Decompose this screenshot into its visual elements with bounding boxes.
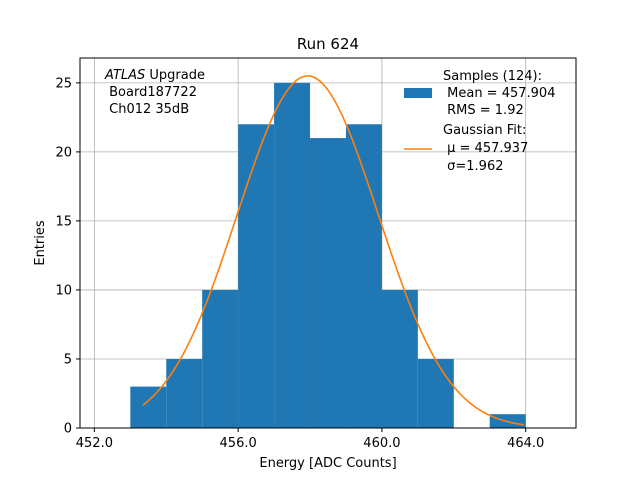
legend-fit-sigma: σ=1.962: [443, 159, 503, 174]
fit-curve: [142, 75, 524, 426]
chart-title: Run 624: [297, 35, 359, 53]
gaussian-fit: [142, 75, 524, 426]
y-axis-ticks: 0 5 10 15 20 25: [55, 76, 80, 437]
histogram-bar: [238, 124, 275, 429]
x-tick-label: 464.0: [507, 436, 544, 451]
histogram-bar: [274, 82, 311, 429]
y-tick-label: 15: [55, 214, 72, 229]
annotation-board: Board187722: [105, 85, 197, 100]
annotation-atlas: ATLAS: [104, 68, 145, 83]
x-tick-label: 452.0: [76, 436, 113, 451]
legend-fit-title: Gaussian Fit:: [443, 123, 526, 138]
annotation-channel: Ch012 35dB: [105, 102, 189, 117]
annotation-upgrade: Upgrade: [145, 68, 205, 83]
histogram-bar: [417, 358, 454, 428]
x-axis-ticks: 452.0 456.0 460.0 464.0: [76, 428, 544, 451]
legend: Samples (124): Mean = 457.904 RMS = 1.92…: [404, 69, 555, 174]
histogram-bar: [130, 386, 167, 428]
legend-samples-mean: Mean = 457.904: [443, 86, 555, 101]
x-tick-label: 456.0: [220, 436, 257, 451]
histogram-bar: [345, 124, 382, 429]
legend-samples-title: Samples (124):: [443, 69, 542, 84]
y-tick-label: 5: [64, 352, 72, 367]
legend-fit-mu: μ = 457.937: [443, 141, 528, 156]
x-axis-label: Energy [ADC Counts]: [259, 456, 396, 471]
legend-samples-swatch: [404, 88, 432, 98]
histogram-bar: [166, 358, 203, 428]
x-tick-label: 460.0: [363, 436, 400, 451]
y-tick-label: 0: [64, 422, 72, 437]
annotation-box: ATLAS Upgrade Board187722 Ch012 35dB: [104, 68, 205, 117]
y-tick-label: 20: [55, 145, 72, 160]
y-axis-label: Entries: [33, 220, 48, 266]
histogram-bars: [130, 82, 526, 429]
histogram-bar: [202, 289, 239, 428]
y-tick-label: 10: [55, 283, 72, 298]
plot-frame: [79, 57, 577, 429]
y-tick-label: 25: [55, 76, 72, 91]
annotation-line-1: ATLAS Upgrade: [104, 68, 205, 83]
histogram-bar: [381, 289, 418, 428]
histogram-bar: [310, 138, 346, 428]
legend-samples-rms: RMS = 1.92: [443, 103, 524, 118]
